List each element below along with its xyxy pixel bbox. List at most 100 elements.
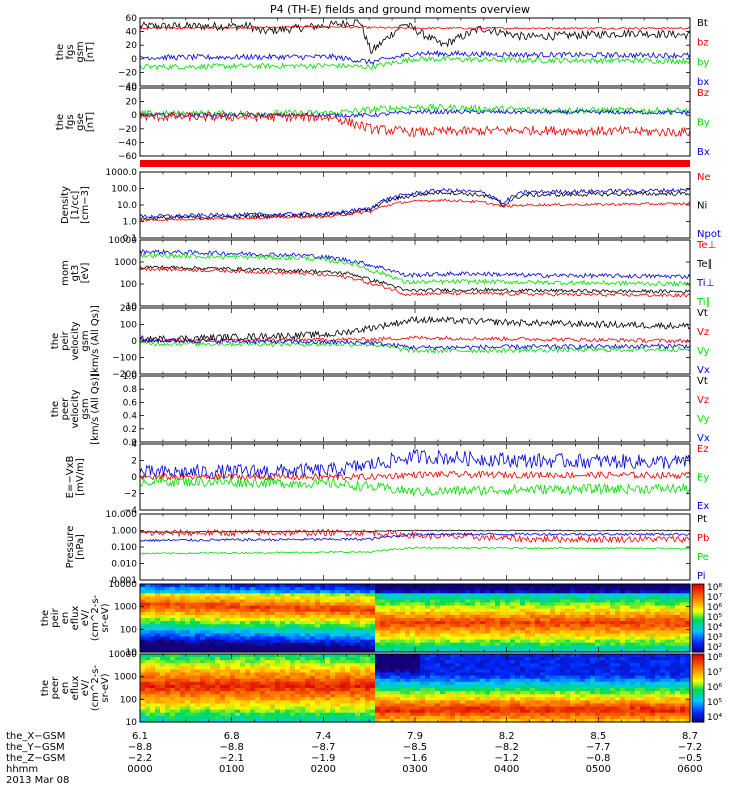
spectrogram-cell [410, 681, 416, 686]
spectrogram-cell [235, 694, 241, 698]
panel-ground-moments-density: NeNiNpot1000.0100.010.01.00.1Density[1/c… [60, 168, 721, 244]
spectrogram-cell [140, 584, 146, 588]
spectrogram-cell [280, 587, 286, 591]
spectrogram-cell [325, 666, 331, 671]
spectrogram-cell [575, 599, 581, 604]
spectrogram-cell [430, 657, 436, 661]
spectrogram-cell [350, 666, 356, 671]
spectrogram-cell [520, 688, 526, 692]
spectrogram-cell [380, 709, 386, 714]
spectrogram-cell [395, 630, 401, 635]
spectrogram-cell [305, 614, 311, 619]
spectrogram-cell [145, 618, 151, 622]
spectrogram-cell [645, 614, 651, 619]
spectrogram-cell [555, 648, 561, 653]
spectrogram-cell [365, 657, 371, 661]
spectrogram-cell [330, 642, 336, 647]
spectrogram-cell [355, 718, 361, 723]
spectrogram-cell [410, 684, 416, 689]
spectrogram-cell [440, 614, 446, 619]
spectrogram-cell [180, 700, 186, 705]
spectrogram-cell [240, 669, 246, 674]
spectrogram-cell [145, 584, 151, 588]
spectrogram-cell [320, 587, 326, 591]
spectrogram-cell [385, 712, 391, 717]
spectrogram-cell [325, 700, 331, 705]
spectrogram-cell [350, 630, 356, 635]
series-line-green [139, 475, 691, 498]
spectrogram-cell [365, 712, 371, 717]
spectrogram-cell [495, 654, 501, 658]
spectrogram-cell [300, 599, 306, 604]
spectrogram-cell [410, 663, 416, 667]
spectrogram-cell [345, 618, 351, 622]
spectrogram-cell [465, 596, 471, 601]
spectrogram-cell [185, 599, 191, 604]
spectrogram-cell [545, 663, 551, 667]
spectrogram-cell [195, 630, 201, 635]
spectrogram-cell [200, 645, 206, 650]
spectrogram-cell [355, 599, 361, 604]
spectrogram-cell [225, 715, 231, 720]
spectrogram-cell [180, 584, 186, 588]
spectrogram-cell [145, 605, 151, 610]
spectrogram-cell [390, 645, 396, 650]
spectrogram-cell [615, 587, 621, 591]
spectrogram-cell [275, 706, 281, 711]
spectrogram-cell [570, 621, 576, 625]
spectrogram-cell [225, 660, 231, 664]
spectrogram-cell [545, 621, 551, 625]
spectrogram-cell [360, 611, 366, 616]
spectrogram-cell [625, 618, 631, 622]
spectrogram-cell [170, 636, 176, 641]
spectrogram-cell [380, 666, 386, 671]
spectrogram-cell [280, 694, 286, 698]
spectrogram-cell [580, 630, 586, 635]
spectrogram-cell [510, 648, 516, 653]
spectrogram-cell [280, 718, 286, 723]
spectrogram-cell [255, 660, 261, 664]
spectrogram-cell [480, 618, 486, 622]
spectrogram-cell [450, 605, 456, 610]
spectrogram-cell [380, 663, 386, 667]
spectrogram-cell [415, 657, 421, 661]
y-tick-label: 4 [131, 440, 137, 450]
spectrogram-cell [505, 694, 511, 698]
spectrogram-cell [340, 590, 346, 594]
spectrogram-cell [390, 639, 396, 644]
spectrogram-cell [360, 669, 366, 674]
spectrogram-cell [415, 694, 421, 698]
spectrogram-cell [315, 648, 321, 653]
spectrogram-cell [200, 669, 206, 674]
spectrogram-cell [300, 645, 306, 650]
spectrogram-cell [225, 666, 231, 671]
spectrogram-cell [220, 639, 226, 644]
spectrogram-cell [270, 660, 276, 664]
spectrogram-cell [200, 633, 206, 638]
spectrogram-cell [650, 621, 656, 625]
spectrogram-cell [210, 694, 216, 698]
spectrogram-cell [615, 602, 621, 607]
spectrogram-cell [525, 624, 531, 628]
spectrogram-cell [640, 611, 646, 616]
spectrogram-cell [460, 700, 466, 705]
spectrogram-cell [370, 642, 376, 647]
spectrogram-cell [640, 614, 646, 619]
spectrogram-cell [180, 636, 186, 641]
spectrogram-cell [615, 636, 621, 641]
spectrogram-cell [440, 587, 446, 591]
spectrogram-cell [665, 590, 671, 594]
spectrogram-cell [630, 608, 636, 613]
spectrogram-cell [430, 642, 436, 647]
spectrogram-cell [290, 584, 296, 588]
spectrogram-cell [535, 608, 541, 613]
spectrogram-cell [270, 706, 276, 711]
spectrogram-cell [155, 648, 161, 653]
spectrogram-cell [515, 648, 521, 653]
spectrogram-cell [325, 660, 331, 664]
y-axis-label-line: [mV/m] [75, 458, 86, 496]
spectrogram-cell [310, 593, 316, 597]
spectrogram-cell [400, 593, 406, 597]
spectrogram-cell [515, 691, 521, 695]
spectrogram-cell [665, 602, 671, 607]
